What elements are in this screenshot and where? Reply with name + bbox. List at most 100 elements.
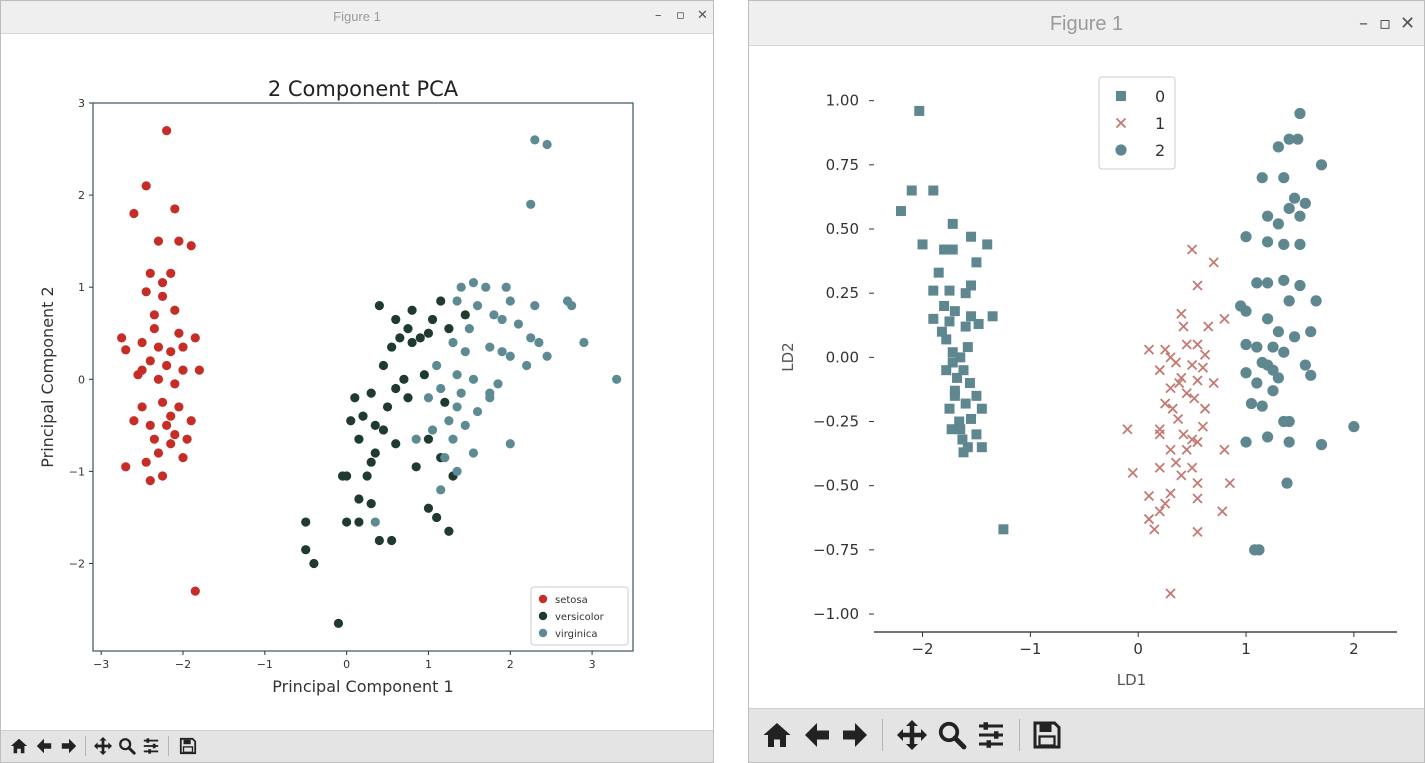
versicolor-point bbox=[374, 301, 384, 311]
save-button[interactable] bbox=[177, 735, 199, 757]
close-button[interactable]: ✕ bbox=[697, 8, 708, 23]
title-bar[interactable]: Figure 1 – ▫ ✕ bbox=[1, 1, 713, 34]
virginica-point bbox=[489, 310, 499, 320]
class-0-point bbox=[895, 206, 906, 217]
back-button[interactable] bbox=[799, 717, 835, 753]
title-bar[interactable]: Figure 1 – ▫ ✕ bbox=[749, 1, 1424, 46]
class-2-point bbox=[1281, 477, 1293, 489]
class-0-point bbox=[947, 218, 958, 229]
zoom-button[interactable] bbox=[116, 735, 138, 757]
class-1-point bbox=[1160, 344, 1171, 355]
virginica-point bbox=[456, 388, 466, 398]
versicolor-point bbox=[436, 296, 446, 306]
virginica-point bbox=[440, 452, 450, 463]
minimize-button[interactable]: – bbox=[655, 8, 662, 23]
class-0-point bbox=[966, 280, 977, 291]
legend-marker bbox=[1115, 117, 1127, 129]
class-2-point bbox=[1315, 439, 1328, 451]
forward-icon bbox=[843, 723, 867, 747]
versicolor-point bbox=[407, 337, 417, 348]
setosa-point bbox=[190, 333, 200, 343]
zoom-button[interactable] bbox=[934, 717, 970, 753]
pan-button[interactable] bbox=[894, 717, 930, 753]
virginica-point bbox=[526, 199, 536, 209]
class-2-point bbox=[1305, 369, 1317, 381]
setosa-point bbox=[137, 402, 147, 412]
class-0-point bbox=[955, 424, 966, 435]
class-2-point bbox=[1278, 274, 1290, 286]
configure-button[interactable] bbox=[973, 717, 1009, 753]
class-1-point bbox=[1174, 377, 1185, 389]
class-1-point bbox=[1176, 308, 1187, 319]
x-tick-label: 1 bbox=[1241, 640, 1251, 658]
virginica-point bbox=[497, 314, 507, 325]
virginica-point bbox=[370, 517, 380, 527]
home-icon bbox=[763, 723, 791, 747]
navigation-toolbar bbox=[1, 730, 713, 762]
class-0-point bbox=[952, 372, 963, 383]
forward-button[interactable] bbox=[58, 735, 80, 757]
virginica-point bbox=[444, 416, 454, 426]
class-2-point bbox=[1294, 210, 1306, 222]
setosa-point bbox=[170, 429, 180, 440]
setosa-point bbox=[149, 310, 159, 320]
class-2-point bbox=[1272, 218, 1284, 230]
close-button[interactable]: ✕ bbox=[1400, 13, 1416, 34]
home-button[interactable] bbox=[759, 717, 795, 753]
setosa-point bbox=[174, 328, 184, 338]
setosa-point bbox=[117, 333, 127, 343]
home-button[interactable] bbox=[8, 735, 30, 757]
class-1-point bbox=[1160, 398, 1171, 409]
virginica-point bbox=[468, 374, 479, 384]
setosa-point bbox=[153, 342, 164, 352]
setosa-point bbox=[182, 434, 192, 444]
class-1-point bbox=[1181, 388, 1192, 399]
virginica-point bbox=[468, 277, 479, 288]
pan-button[interactable] bbox=[92, 735, 114, 757]
virginica-point bbox=[485, 342, 495, 352]
setosa-point bbox=[129, 416, 139, 426]
save-button[interactable] bbox=[1029, 717, 1065, 753]
versicolor-point bbox=[423, 328, 434, 338]
class-2-point bbox=[1299, 197, 1311, 209]
class-2-point bbox=[1249, 544, 1261, 556]
class-2-point bbox=[1283, 295, 1295, 307]
virginica-point bbox=[448, 337, 458, 348]
x-axis-label: Principal Component 1 bbox=[272, 677, 453, 696]
class-0-point bbox=[957, 434, 968, 445]
versicolor-point bbox=[301, 517, 311, 527]
class-1-point bbox=[1176, 372, 1187, 384]
setosa-point bbox=[186, 416, 196, 426]
y-tick-label: 1.00 bbox=[826, 92, 859, 110]
versicolor-point bbox=[309, 558, 319, 569]
class-0-point bbox=[966, 231, 977, 242]
maximize-button[interactable]: ▫ bbox=[676, 8, 685, 23]
class-2-point bbox=[1240, 305, 1252, 317]
class-0-point bbox=[939, 301, 950, 312]
virginica-point bbox=[468, 448, 479, 458]
versicolor-point bbox=[366, 499, 376, 509]
class-2-point bbox=[1315, 159, 1328, 171]
legend-marker bbox=[1115, 144, 1127, 156]
class-0-point bbox=[947, 357, 958, 368]
lda-chart: −2 −1 0 1 2 1.00 0.75 0.50 0.25 0.00 −0.25 −0.50 −0.… bbox=[779, 76, 1397, 689]
forward-button[interactable] bbox=[837, 717, 873, 753]
configure-button[interactable] bbox=[140, 735, 162, 757]
x-tick-label: 0 bbox=[1133, 640, 1143, 658]
virginica-point bbox=[460, 347, 470, 357]
class-1-point bbox=[1186, 244, 1198, 255]
versicolor-point bbox=[391, 439, 401, 449]
virginica-point bbox=[432, 360, 442, 371]
class-0-point bbox=[964, 378, 975, 389]
virginica-point bbox=[452, 466, 462, 477]
y-tick-label: 0.25 bbox=[826, 284, 859, 302]
versicolor-point bbox=[366, 388, 376, 398]
back-button[interactable] bbox=[33, 735, 55, 757]
virginica-point bbox=[526, 333, 536, 343]
maximize-button[interactable]: ▫ bbox=[1379, 13, 1392, 34]
class-0-point bbox=[960, 288, 971, 299]
class-2-point bbox=[1251, 377, 1263, 389]
class-0-point bbox=[976, 442, 987, 453]
setosa-point bbox=[157, 277, 168, 288]
minimize-button[interactable]: – bbox=[1359, 13, 1368, 34]
